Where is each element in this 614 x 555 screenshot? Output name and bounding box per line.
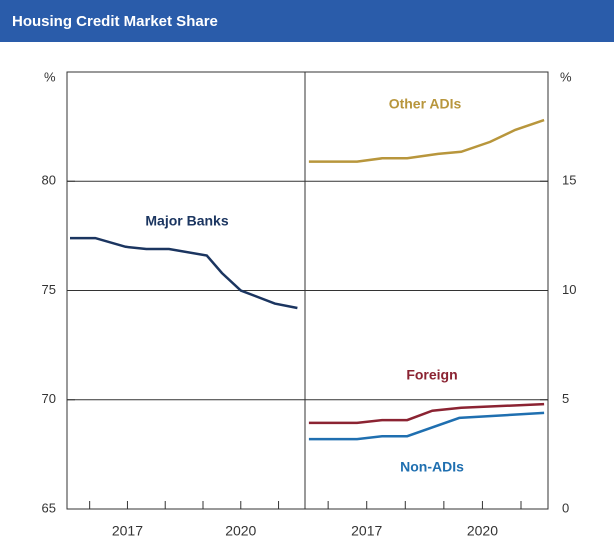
series-label: Foreign: [406, 367, 457, 383]
y-tick-label: 5: [562, 391, 569, 406]
x-tick-label: 2020: [467, 523, 498, 539]
y-unit: %: [44, 69, 56, 84]
y-tick-label: 10: [562, 282, 576, 297]
y-tick-label: 70: [42, 391, 56, 406]
x-tick-label: 2017: [351, 523, 382, 539]
y-tick-label: 75: [42, 282, 56, 297]
y-tick-label: 65: [42, 500, 56, 515]
y-tick-label: 15: [562, 173, 576, 188]
y-tick-label: 0: [562, 500, 569, 515]
header-bar: [0, 0, 614, 42]
series-line: [308, 402, 545, 425]
y-unit: %: [560, 69, 572, 84]
y-tick-label: 80: [42, 173, 56, 188]
series-line: [308, 411, 545, 441]
series-label: Major Banks: [145, 213, 228, 229]
series-label: Other ADIs: [389, 96, 462, 112]
x-tick-label: 2017: [112, 523, 143, 539]
series-line: [70, 236, 298, 310]
chart-title: Housing Credit Market Share: [12, 13, 218, 30]
x-tick-label: 2020: [225, 523, 256, 539]
series-label: Non-ADIs: [400, 459, 464, 475]
series-line: [308, 118, 545, 163]
